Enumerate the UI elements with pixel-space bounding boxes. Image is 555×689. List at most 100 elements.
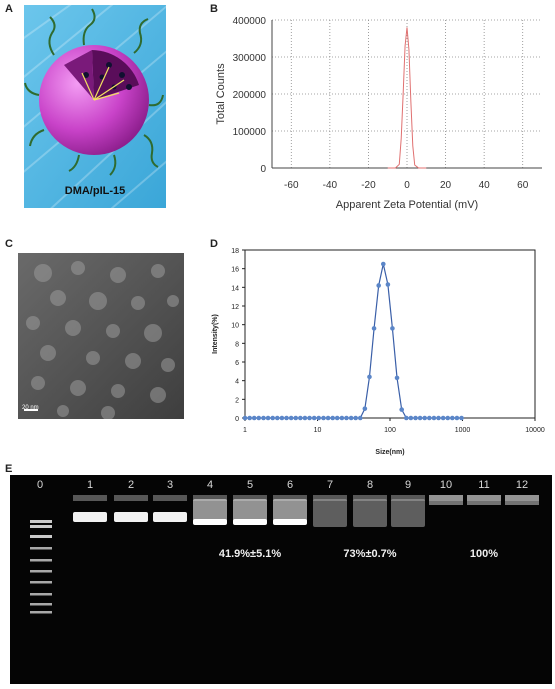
y-tick-label: 0 [260,164,266,175]
well-retained-band [429,495,463,505]
retarded-band [391,499,425,527]
dls-data-point [440,415,446,421]
y-tick-label: 14 [231,285,239,292]
x-tick-label: 100 [384,427,396,434]
dls-data-point [284,415,289,421]
gel-well [313,495,347,501]
x-tick-label: 1 [243,427,247,434]
y-tick-label: 4 [235,379,239,386]
dls-data-point [256,415,262,421]
y-tick-label: 10 [231,323,239,330]
x-tick-label: 1000 [455,427,471,434]
dls-data-point [265,415,271,421]
dls-data-point [353,415,358,421]
gel-well [353,495,387,501]
lane-label: 11 [478,479,489,491]
y-tick-label: 12 [231,304,239,311]
dls-data-point [413,415,418,421]
plot-frame [244,249,536,419]
dls-data-point [261,415,266,421]
panel-label-a: A [5,3,13,15]
y-tick-label: 16 [231,267,239,274]
ladder-band [30,570,52,573]
dls-data-point [339,415,345,421]
lane-label: 5 [247,479,253,491]
dls-data-point [302,415,308,421]
ladder-band [30,547,52,550]
panel-label-c: C [5,238,13,250]
ladder-band [30,611,52,614]
dls-data-point [385,282,391,287]
dls-data-point [394,375,400,381]
binding-efficiency-label: 100% [470,548,498,560]
dls-data-point [321,415,326,421]
y-tick-label: 300000 [233,53,267,64]
dls-data-point [357,415,363,421]
dls-data-point [427,415,432,421]
ladder-band [30,581,52,584]
retarded-band [273,499,307,523]
x-tick-label: 20 [440,180,452,191]
zeta-potential-chart: -60 -40 -20 0 20 40 60 0 100000 200000 300000 40000… [210,5,555,215]
dls-data-point [330,415,335,421]
lane-label: 9 [405,479,411,491]
lane-label: 8 [367,479,373,491]
dls-data-point [279,415,285,421]
panel-label-e: E [5,463,13,475]
dls-data-point [307,415,312,421]
dls-data-point [325,415,331,421]
gel-well [114,495,148,501]
retarded-band [353,499,387,527]
nanoparticle-caption: DMA/pIL-15 [64,185,126,197]
tem-micrograph [18,253,184,420]
dls-data-point [270,415,275,421]
y-tick-label: 6 [235,360,239,367]
dls-series-line [245,263,462,419]
dls-data-point [408,415,414,421]
dls-data-point [362,406,368,411]
ladder-band [30,520,52,523]
y-tick-label: 200000 [233,90,267,101]
ladder-band [30,559,52,562]
ladder-band [30,603,52,606]
x-tick-label: -40 [323,180,338,191]
binding-efficiency-label: 73%±0.7% [343,548,396,560]
gel-well [193,495,227,501]
plasmid-band [73,512,107,522]
dls-data-point [247,415,252,421]
dls-data-point [376,283,381,288]
gel-well [153,495,187,501]
dls-data-point [348,415,354,421]
dls-data-point [445,415,451,421]
lane-label: 1 [87,479,93,491]
dls-data-point [316,415,322,421]
lane-label: 0 [37,479,43,491]
dls-data-point [275,415,280,421]
dls-data-point [380,261,386,267]
plasmid-band [233,519,267,525]
dls-data-point [450,415,455,421]
dls-data-point [404,415,409,421]
well-retained-band [505,495,539,505]
panel-label-b: B [210,3,218,15]
y-axis-label: Total Counts [215,63,227,125]
ladder-band [30,593,52,596]
y-axis-label: Intensity(%) [212,314,219,354]
ladder-band [30,535,52,538]
lane-label: 7 [327,479,333,491]
dls-data-point [251,415,257,421]
y-tick-label: 2 [235,397,239,404]
dls-data-point [417,415,423,421]
dls-data-point [367,374,372,380]
plasmid-band [114,512,148,522]
lane-label: 2 [128,479,134,491]
dls-data-point [422,415,427,421]
y-tick-label: 8 [235,341,239,348]
dls-data-point [436,415,441,421]
plasmid-band [193,519,227,525]
lane-label: 4 [207,479,213,491]
dls-data-point [459,415,464,421]
gel-well [391,495,425,501]
gel-well [273,495,307,501]
well-retained-band [467,495,501,505]
